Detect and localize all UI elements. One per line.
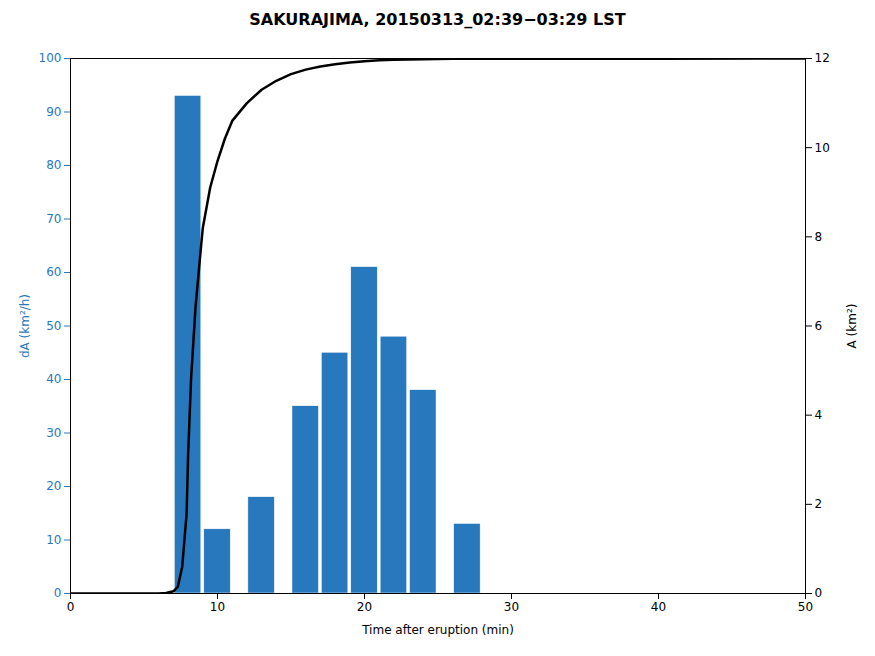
svg-text:A (km²): A (km²) — [845, 304, 859, 349]
svg-text:70: 70 — [46, 212, 61, 226]
svg-text:20: 20 — [46, 479, 61, 493]
svg-text:0: 0 — [815, 586, 823, 600]
svg-text:90: 90 — [46, 105, 61, 119]
html-text:SAKURAJIMA, 20150313_02:39−03:: SAKURAJIMA, 20150313_02:39−03:29 LST — [249, 10, 626, 29]
svg-text:50: 50 — [46, 319, 61, 333]
svg-text:Time after eruption (min): Time after eruption (min) — [361, 623, 514, 637]
svg-text:20: 20 — [357, 600, 372, 614]
svg-text:4: 4 — [815, 408, 823, 422]
svg-text:0: 0 — [67, 600, 75, 614]
svg-text:40: 40 — [651, 600, 666, 614]
svg-text:30: 30 — [46, 426, 61, 440]
svg-text:8: 8 — [815, 230, 823, 244]
svg-text:60: 60 — [46, 265, 61, 279]
svg-text:80: 80 — [46, 158, 61, 172]
svg-text:10: 10 — [46, 533, 61, 547]
svg-text:10: 10 — [210, 600, 225, 614]
svg-text:100: 100 — [39, 51, 62, 65]
svg-text:dA (km²/h): dA (km²/h) — [18, 294, 32, 358]
svg-text:40: 40 — [46, 372, 61, 386]
svg-text:12: 12 — [815, 51, 830, 65]
svg-text:50: 50 — [798, 600, 813, 614]
svg-text:6: 6 — [815, 319, 823, 333]
svg-text:10: 10 — [815, 141, 830, 155]
svg-text:0: 0 — [54, 586, 62, 600]
svg-text:2: 2 — [815, 497, 823, 511]
svg-text:30: 30 — [504, 600, 519, 614]
